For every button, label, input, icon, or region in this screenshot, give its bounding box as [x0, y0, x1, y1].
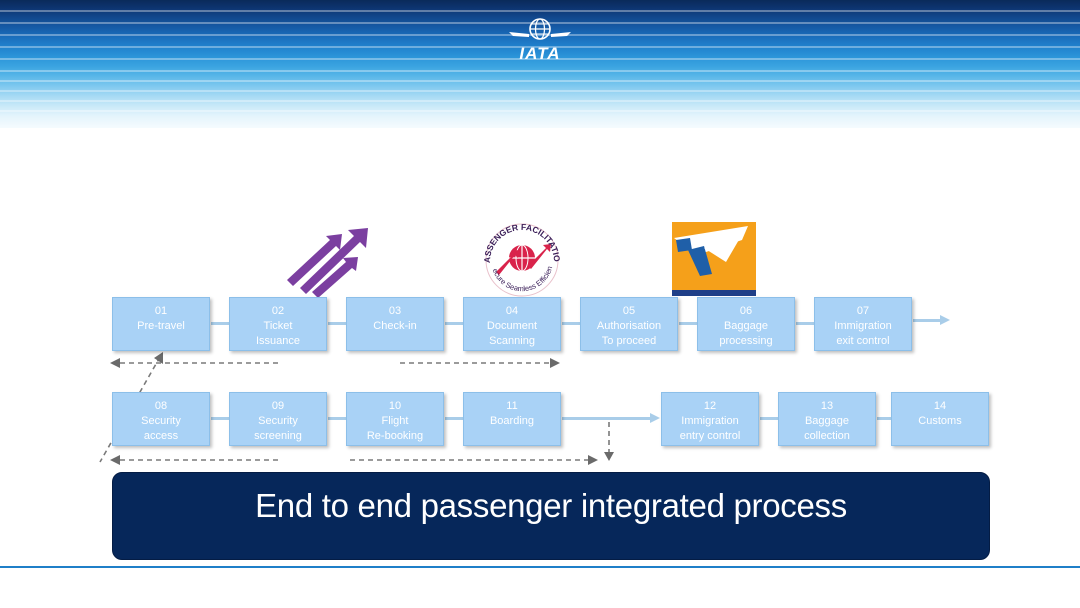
step-boarding: 11 Boarding [463, 392, 561, 446]
step-number: 05 [622, 305, 636, 317]
step-label: Immigration [834, 320, 892, 332]
step-flight-rebooking: 10 Flight Re-booking [346, 392, 444, 446]
step-label-2: Scanning [489, 335, 535, 347]
step-ticket-issuance: 02 Ticket Issuance [229, 297, 327, 351]
step-label: Document [486, 320, 538, 332]
step-number: 14 [933, 400, 947, 412]
facilitation-bottom-text: Secure Seamless Efficient [0, 0, 554, 293]
step-label-2: screening [254, 430, 302, 442]
step-number: 12 [703, 400, 717, 412]
dashed-arrow-heads [110, 352, 614, 465]
step-label: Security [258, 415, 298, 427]
row2-connectors [211, 413, 891, 423]
step-label: Boarding [489, 415, 535, 427]
step-authorisation: 05 Authorisation To proceed [580, 297, 678, 351]
dashed-flow-arrows [99, 356, 610, 463]
step-number: 01 [154, 305, 168, 317]
banner-title: End to end passenger integrated process [255, 487, 847, 524]
step-label-2: Issuance [255, 335, 301, 347]
step-label: Baggage [804, 415, 850, 427]
step-label-2: To proceed [601, 335, 657, 347]
passenger-facilitation-badge: PASSENGER FACILITATION Secure Seamless E… [0, 0, 562, 297]
step-immigration-exit: 07 Immigration exit control [814, 297, 912, 351]
step-label-2: entry control [679, 430, 741, 442]
svg-text:PASSENGER FACILITATION: PASSENGER FACILITATION [0, 0, 562, 263]
step-label: Pre-travel [137, 320, 185, 332]
step-label: Customs [918, 415, 962, 427]
step-label-2: access [143, 430, 179, 442]
step-security-access: 08 Security access [112, 392, 210, 446]
step-label: Flight [381, 415, 409, 427]
step-number: 09 [271, 400, 285, 412]
step-number: 10 [388, 400, 402, 412]
footer-divider [0, 566, 1080, 568]
step-number: 11 [506, 400, 518, 412]
header-banner: IATA [0, 0, 1080, 128]
step-check-in: 03 Check-in [346, 297, 444, 351]
step-document-scanning: 04 Document Scanning [463, 297, 561, 351]
step-number: 04 [505, 305, 519, 317]
purple-arrows-icon [287, 228, 368, 298]
step-customs: 14 Customs [891, 392, 989, 446]
iata-logo: IATA [505, 16, 575, 64]
step-label: Authorisation [596, 320, 662, 332]
step-number: 08 [154, 400, 168, 412]
step-pre-travel: 01 Pre-travel [112, 297, 210, 351]
step-number: 02 [271, 305, 285, 317]
step-label-2: processing [719, 335, 773, 347]
step-immigration-entry: 12 Immigration entry control [661, 392, 759, 446]
step-number: 07 [856, 305, 870, 317]
row1-connectors [211, 315, 950, 325]
svg-text:Secure Seamless Efficient: Secure Seamless Efficient [0, 0, 554, 293]
step-baggage-processing: 06 Baggage processing [697, 297, 795, 351]
facilitation-top-text: PASSENGER FACILITATION [0, 0, 562, 263]
step-label: Security [141, 415, 181, 427]
step-label-2: exit control [836, 335, 890, 347]
step-label: Ticket [263, 320, 293, 332]
step-baggage-collection: 13 Baggage collection [778, 392, 876, 446]
step-number: 13 [820, 400, 834, 412]
step-number: 06 [739, 305, 753, 317]
step-label: Immigration [681, 415, 739, 427]
step-label-2: collection [804, 430, 850, 442]
step-label: Baggage [723, 320, 769, 332]
step-number: 03 [388, 305, 402, 317]
globe-wings-icon [509, 18, 571, 40]
step-label: Check-in [373, 320, 417, 332]
title-banner: End to end passenger integrated process [112, 472, 990, 560]
step-security-screening: 09 Security screening [229, 392, 327, 446]
step-label-2: Re-booking [366, 430, 424, 442]
orange-plane-icon [672, 222, 756, 296]
logo-text: IATA [519, 44, 561, 63]
